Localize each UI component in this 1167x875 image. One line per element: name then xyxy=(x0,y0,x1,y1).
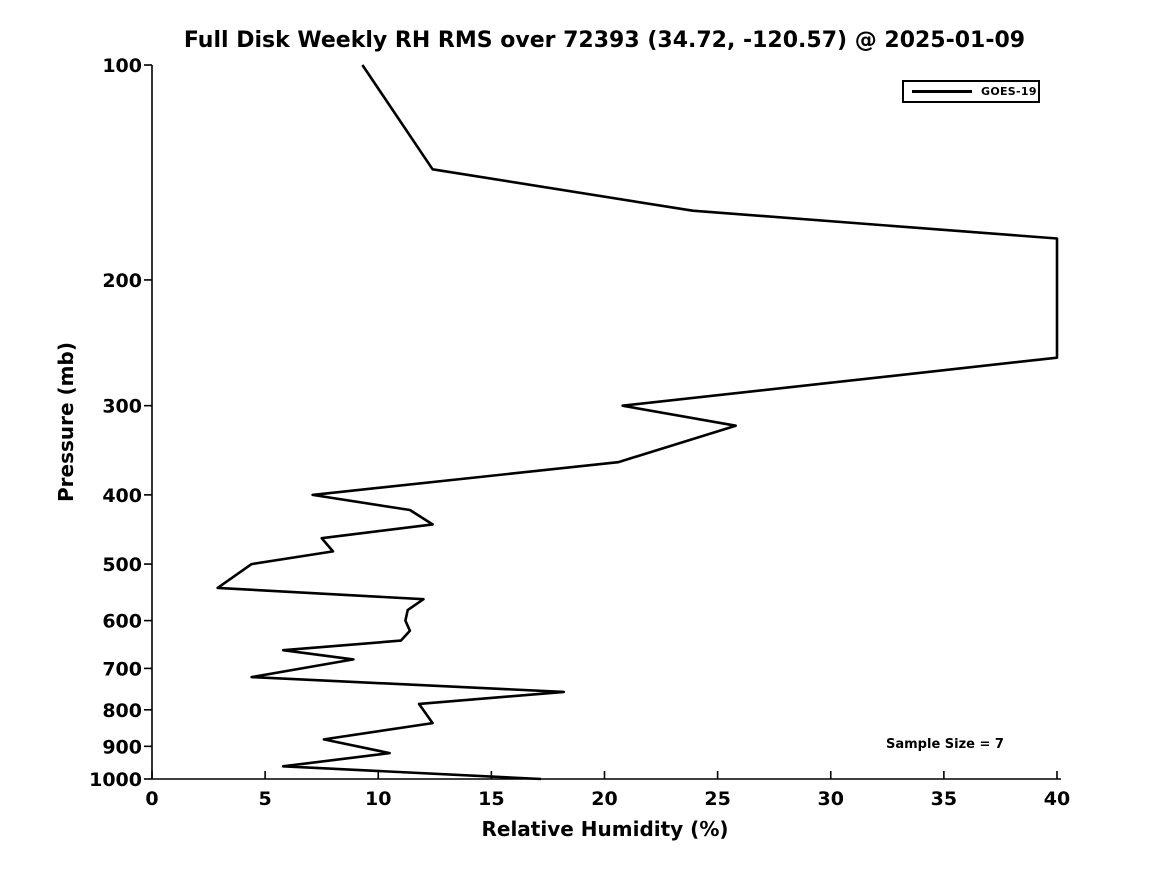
x-tick-label: 35 xyxy=(931,788,957,810)
spines xyxy=(151,65,1061,780)
y-tick-label: 1000 xyxy=(89,769,142,791)
y-tick-label: 400 xyxy=(102,485,142,507)
x-tick-label: 30 xyxy=(818,788,844,810)
legend-label: GOES-19 xyxy=(981,85,1037,98)
legend: GOES-19 xyxy=(902,80,1040,103)
sample-size-annotation: Sample Size = 7 xyxy=(886,737,1004,752)
legend-line-sample xyxy=(912,90,972,93)
series-lines xyxy=(216,64,1059,781)
y-tick-label: 100 xyxy=(102,55,142,77)
series-line-goes-19 xyxy=(216,64,1059,781)
y-tick-label: 300 xyxy=(102,396,142,418)
x-tick-label: 20 xyxy=(591,788,617,810)
y-tick-label: 700 xyxy=(102,658,142,680)
chart-title: Full Disk Weekly RH RMS over 72393 (34.7… xyxy=(183,28,1026,53)
x-tick-label: 40 xyxy=(1044,788,1070,810)
y-tick-label: 900 xyxy=(102,736,142,758)
x-axis-label: Relative Humidity (%) xyxy=(481,817,729,841)
x-tick-label: 5 xyxy=(259,788,272,810)
y-tick-label: 800 xyxy=(102,700,142,722)
x-tick-label: 0 xyxy=(145,788,158,810)
y-tick-label: 500 xyxy=(102,554,142,576)
y-axis-label: Pressure (mb) xyxy=(54,342,78,502)
y-tick-label: 600 xyxy=(102,611,142,633)
x-tick-label: 25 xyxy=(704,788,730,810)
y-tick-label: 200 xyxy=(102,270,142,292)
x-tick-label: 15 xyxy=(478,788,504,810)
ticks xyxy=(144,64,1058,780)
tick-labels: 0 5 10 15 20 25 30 35 40 100 200 300 400 500 600 700 800… xyxy=(89,55,1070,810)
x-tick-label: 10 xyxy=(365,788,391,810)
